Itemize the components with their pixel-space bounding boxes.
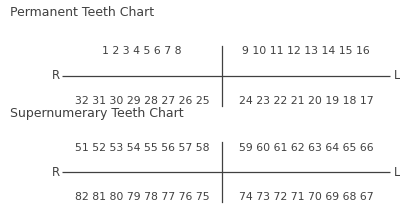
- Text: R: R: [52, 166, 60, 179]
- Text: 32 31 30 29 28 27 26 25: 32 31 30 29 28 27 26 25: [75, 96, 209, 106]
- Text: 1 2 3 4 5 6 7 8: 1 2 3 4 5 6 7 8: [102, 46, 182, 56]
- Text: Permanent Teeth Chart: Permanent Teeth Chart: [10, 6, 154, 19]
- Text: L: L: [394, 70, 400, 82]
- Text: 9 10 11 12 13 14 15 16: 9 10 11 12 13 14 15 16: [242, 46, 370, 56]
- Text: 74 73 72 71 70 69 68 67: 74 73 72 71 70 69 68 67: [239, 192, 373, 202]
- Text: L: L: [394, 166, 400, 179]
- Text: 51 52 53 54 55 56 57 58: 51 52 53 54 55 56 57 58: [75, 143, 209, 153]
- Text: 59 60 61 62 63 64 65 66: 59 60 61 62 63 64 65 66: [239, 143, 373, 153]
- Text: 24 23 22 21 20 19 18 17: 24 23 22 21 20 19 18 17: [239, 96, 373, 106]
- Text: R: R: [52, 70, 60, 82]
- Text: Supernumerary Teeth Chart: Supernumerary Teeth Chart: [10, 107, 184, 120]
- Text: 82 81 80 79 78 77 76 75: 82 81 80 79 78 77 76 75: [75, 192, 209, 202]
